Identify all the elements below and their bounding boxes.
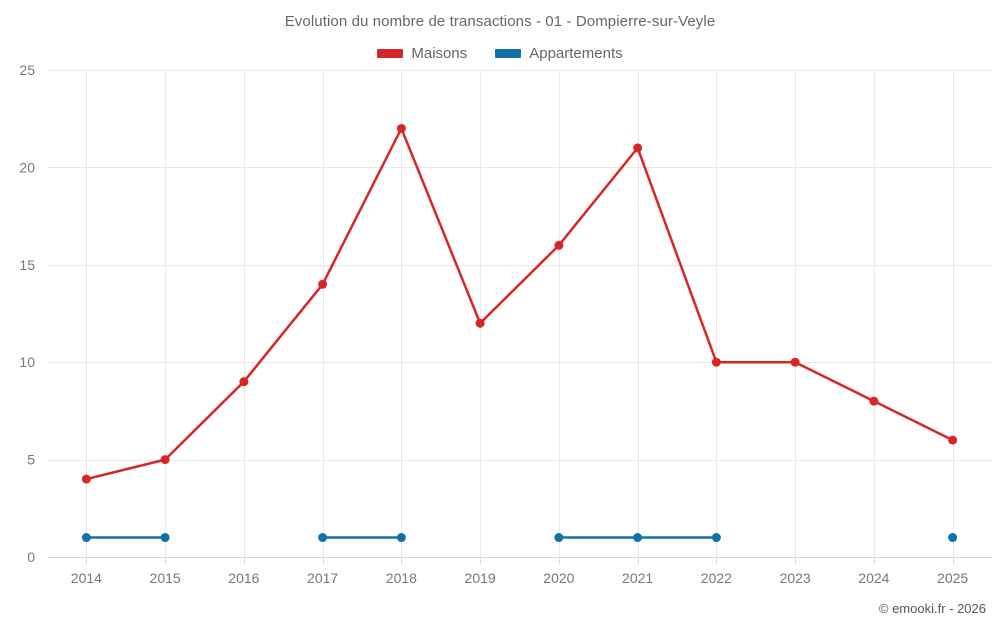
x-axis-tick-label: 2017 <box>307 570 338 586</box>
legend-item-appartements[interactable]: Appartements <box>495 45 623 62</box>
series-maisons-point[interactable] <box>869 396 879 406</box>
series-appartements-point[interactable] <box>948 533 958 543</box>
series-maisons-point[interactable] <box>318 279 328 289</box>
x-axis-tick-label: 2023 <box>780 570 811 586</box>
y-axis-tick-label: 20 <box>19 159 35 175</box>
credit-text: © emooki.fr - 2026 <box>878 601 986 616</box>
series-maisons <box>81 123 958 484</box>
series-maisons-point[interactable] <box>711 357 721 367</box>
series-appartements-point[interactable] <box>81 533 91 543</box>
x-axis-tick-label: 2025 <box>937 570 968 586</box>
legend-label-appartements: Appartements <box>529 45 623 62</box>
series-maisons-point[interactable] <box>948 435 958 445</box>
series-appartements-point[interactable] <box>318 533 328 543</box>
y-axis-tick-label: 0 <box>27 549 35 565</box>
x-axis-tick-label: 2015 <box>150 570 181 586</box>
x-axis-tick-label: 2021 <box>622 570 653 586</box>
series-maisons-point[interactable] <box>475 318 485 328</box>
series-maisons-line <box>85 127 954 481</box>
series-appartements <box>81 533 958 543</box>
y-axis-tick-label: 25 <box>19 62 35 78</box>
series-maisons-point[interactable] <box>790 357 800 367</box>
series-appartements-point[interactable] <box>160 533 170 543</box>
series-appartements-point[interactable] <box>396 533 406 543</box>
legend-swatch-appartements <box>495 49 522 58</box>
chart-title: Evolution du nombre de transactions - 01… <box>284 13 716 30</box>
x-axis-tick-label: 2020 <box>543 570 574 586</box>
legend-item-maisons[interactable]: Maisons <box>377 45 467 62</box>
x-axis-tick-label: 2014 <box>71 570 102 586</box>
x-axis-tick-label: 2019 <box>465 570 496 586</box>
y-axis-tick-label: 15 <box>19 257 35 273</box>
y-axis-tick-label: 5 <box>27 452 35 468</box>
x-axis-tick-label: 2016 <box>228 570 259 586</box>
series-maisons-point[interactable] <box>633 143 643 153</box>
series-maisons-point[interactable] <box>160 455 170 465</box>
x-axis-tick-label: 2022 <box>701 570 732 586</box>
series-maisons-point[interactable] <box>554 240 564 250</box>
series-maisons-point[interactable] <box>396 123 406 133</box>
legend-swatch-maisons <box>377 49 404 58</box>
series-maisons-point[interactable] <box>81 474 91 484</box>
chart-legend: Maisons Appartements <box>0 45 1000 62</box>
x-axis-tick-label: 2024 <box>858 570 889 586</box>
series-appartements-point[interactable] <box>554 533 564 543</box>
legend-label-maisons: Maisons <box>411 45 468 62</box>
series-appartements-point[interactable] <box>633 533 643 543</box>
y-axis-tick-label: 10 <box>19 354 35 370</box>
x-axis-tick-label: 2018 <box>386 570 417 586</box>
series-maisons-point[interactable] <box>239 377 249 387</box>
series-appartements-point[interactable] <box>711 533 721 543</box>
